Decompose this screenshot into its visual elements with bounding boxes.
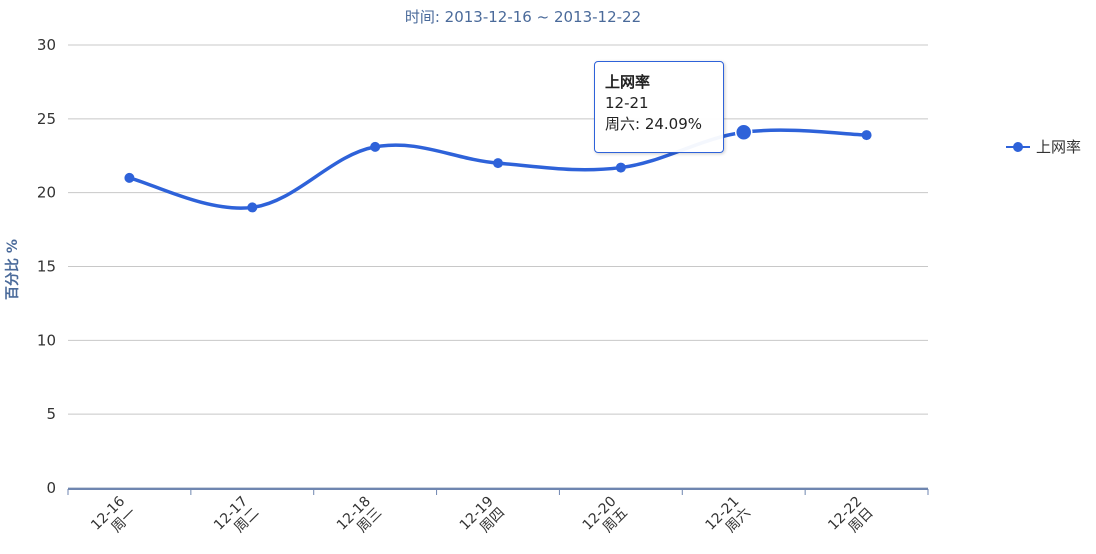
legend-marker-icon	[1006, 141, 1030, 153]
y-tick-label: 20	[37, 184, 56, 202]
data-point	[861, 130, 872, 141]
y-tick-label: 25	[37, 110, 56, 128]
data-point	[124, 172, 135, 183]
series-line	[129, 128, 867, 210]
y-tick-label: 15	[37, 258, 56, 276]
y-axis-ticks: 0 5 10 15 20 25 30	[37, 36, 56, 497]
legend[interactable]: 上网率	[1006, 136, 1081, 157]
y-tick-label: 30	[37, 36, 56, 54]
y-tick-label: 0	[46, 479, 56, 497]
series-uplink-rate[interactable]	[124, 123, 872, 213]
tooltip-value: 周六: 24.09%	[605, 115, 703, 133]
data-point	[370, 141, 381, 152]
tooltip-series: 上网率	[605, 73, 651, 91]
y-tick-label: 5	[46, 405, 56, 423]
data-tooltip: 上网率 12-21 周六: 24.09%	[594, 61, 724, 153]
data-point	[493, 158, 503, 169]
y-tick-label: 10	[37, 331, 56, 349]
tooltip-date: 12-21	[605, 94, 649, 112]
legend-label: 上网率	[1036, 138, 1082, 156]
data-point	[734, 123, 753, 142]
chart-subtitle: 时间: 2013-12-16 ~ 2013-12-22	[404, 8, 642, 26]
data-point	[615, 162, 626, 173]
grid-lines	[68, 44, 928, 489]
data-point	[247, 202, 258, 213]
